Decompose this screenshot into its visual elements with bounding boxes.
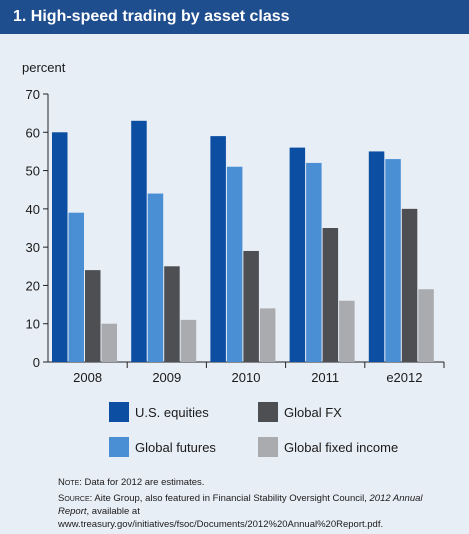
- y-axis-unit-label: percent: [22, 60, 66, 75]
- source-label: Source:: [58, 493, 93, 504]
- y-tick-label: 60: [26, 125, 40, 140]
- bar-global-futures-2009: [147, 193, 164, 362]
- y-tick-label: 70: [26, 87, 40, 102]
- source-note: Source: Aite Group, also featured in Fin…: [58, 492, 453, 531]
- bar-chart: 0 10 20 30 40 50 60 70 2008 2009 2010 2011 e2012: [26, 87, 445, 385]
- y-tick-label: 30: [26, 240, 40, 255]
- y-tick-label: 20: [26, 278, 40, 293]
- y-tick-label: 10: [26, 317, 40, 332]
- x-tick-label: 2010: [232, 370, 261, 385]
- legend-label: Global futures: [135, 440, 216, 455]
- bar-global-fx-2011: [322, 228, 339, 362]
- legend-swatch: [109, 437, 129, 457]
- bar-u-s-equities-e2012: [368, 151, 385, 362]
- y-tick-label: 50: [26, 164, 40, 179]
- x-tick-label: e2012: [386, 370, 422, 385]
- bar-u-s-equities-2009: [131, 120, 147, 362]
- legend-label: U.S. equities: [135, 405, 209, 420]
- title-bar: 1. High-speed trading by asset class: [0, 0, 469, 34]
- legend-swatch: [258, 437, 278, 457]
- bar-global-fx-2008: [85, 270, 101, 362]
- bar-global-fx-2010: [243, 250, 259, 362]
- bar-u-s-equities-2008: [52, 132, 68, 362]
- y-tick-label: 40: [26, 202, 40, 217]
- bar-u-s-equities-2010: [210, 136, 226, 362]
- bar-global-fixed-income-2010: [259, 308, 276, 362]
- bar-global-fixed-income-2008: [101, 323, 117, 362]
- footnote: Note: Data for 2012 are estimates.: [58, 477, 204, 488]
- legend-label: Global FX: [284, 405, 342, 420]
- bar-global-fixed-income-2011: [339, 300, 355, 362]
- bar-global-fx-2009: [164, 266, 180, 362]
- bar-global-fixed-income-2009: [180, 319, 197, 362]
- note-label: Note:: [58, 477, 82, 488]
- legend-swatch: [109, 402, 129, 422]
- chart-title: 1. High-speed trading by asset class: [13, 8, 290, 25]
- x-tick-label: 2008: [73, 370, 102, 385]
- x-tick-label: 2011: [311, 370, 339, 385]
- legend-swatch: [258, 402, 278, 422]
- source-report-title: 2012 Annual Report: [58, 493, 423, 517]
- note-text: Data for 2012 are estimates.: [81, 477, 205, 488]
- bar-global-futures-2011: [306, 162, 322, 362]
- source-url: , available at www.treasury.gov/initiati…: [58, 506, 384, 530]
- bar-global-fixed-income-e2012: [418, 289, 434, 362]
- legend-label: Global fixed income: [284, 440, 399, 455]
- bar-global-fx-e2012: [401, 208, 418, 362]
- y-tick-label: 0: [33, 355, 40, 370]
- bar-global-futures-2010: [226, 166, 243, 362]
- bar-global-futures-e2012: [385, 159, 401, 362]
- bar-global-futures-2008: [68, 212, 84, 362]
- x-tick-label: 2009: [152, 370, 181, 385]
- source-text: Aite Group, also featured in Financial S…: [92, 493, 370, 504]
- bar-u-s-equities-2011: [289, 147, 306, 362]
